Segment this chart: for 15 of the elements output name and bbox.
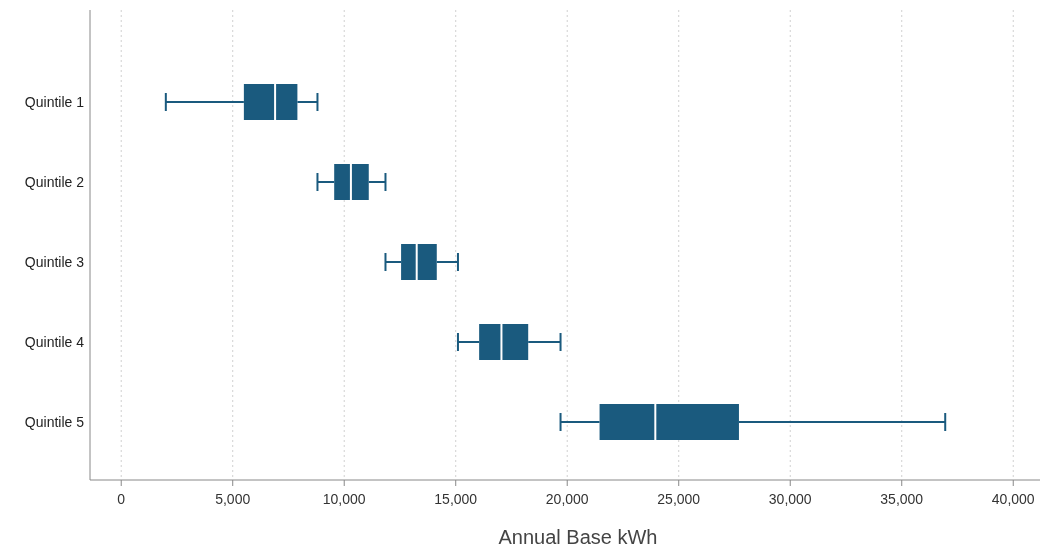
y-tick-label: Quintile 4 (24, 334, 85, 350)
y-tick-label: Quintile 2 (24, 174, 85, 190)
x-tick-label: 20,000 (545, 491, 589, 507)
y-tick-label: Quintile 5 (24, 414, 85, 430)
x-tick-label: 5,000 (215, 491, 251, 507)
y-tick-label: Quintile 3 (24, 254, 85, 270)
x-tick-label: 35,000 (880, 491, 924, 507)
x-tick-label: 25,000 (657, 491, 701, 507)
x-tick-label: 40,000 (991, 491, 1035, 507)
x-axis-title: Annual Base kWh (498, 526, 658, 548)
x-tick-label: 30,000 (768, 491, 812, 507)
y-tick-label: Quintile 1 (24, 94, 85, 110)
x-tick-label: 15,000 (434, 491, 478, 507)
x-tick-label: 0 (117, 491, 126, 507)
x-tick-label: 10,000 (322, 491, 366, 507)
